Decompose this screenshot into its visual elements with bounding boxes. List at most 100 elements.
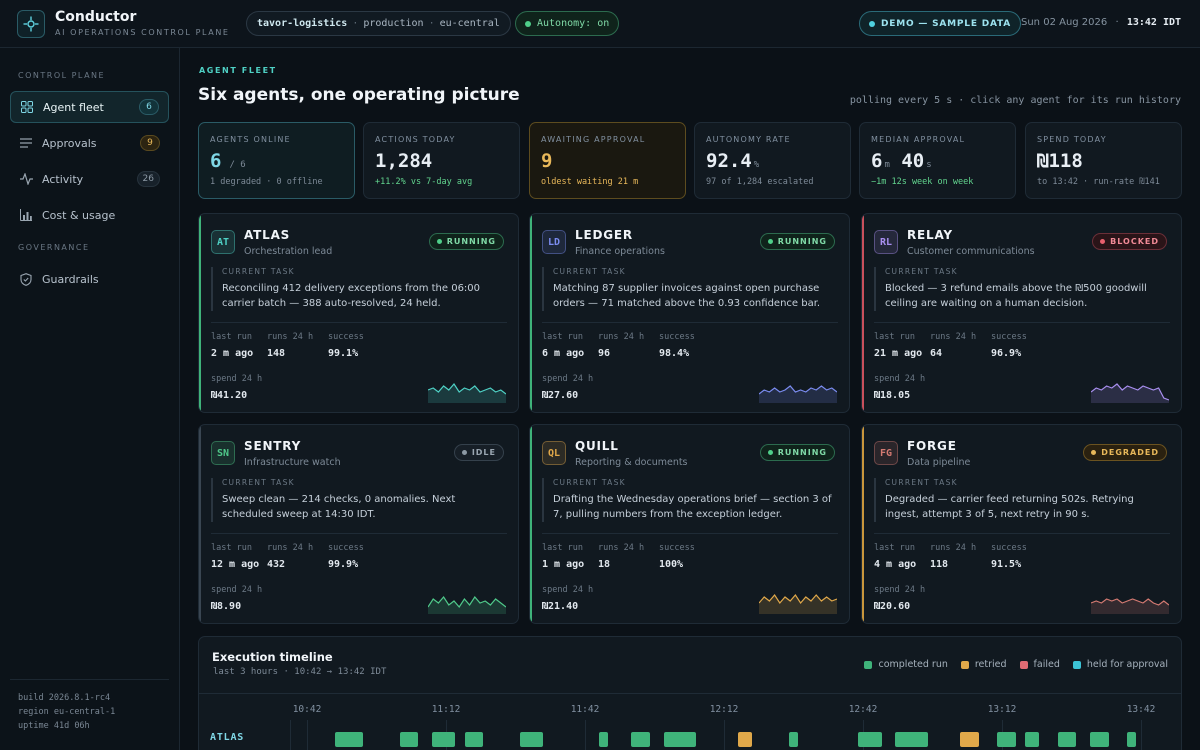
stat-value: ₪21.40: [542, 601, 579, 612]
current-task-label: CURRENT TASK: [553, 267, 626, 276]
demo-label: DEMO — SAMPLE DATA: [881, 18, 1012, 29]
stat-spend-24h: spend 24 h ₪27.60: [542, 374, 593, 401]
current-task-text: Matching 87 supplier invoices against op…: [553, 283, 821, 309]
stat-last-run: last run 21 m ago: [874, 332, 922, 359]
sidebar-item-label: Guardrails: [42, 272, 99, 286]
sidebar-item-approvals[interactable]: Approvals 9: [10, 127, 169, 159]
timeline-run-completed[interactable]: [631, 732, 650, 747]
kpi-value: 6: [871, 150, 883, 172]
sparkline-area: [1091, 599, 1169, 614]
agent-role: Customer communications: [907, 246, 1035, 257]
divider: [874, 322, 1170, 323]
stat-label: success: [991, 332, 1027, 342]
agent-name: SENTRY: [244, 439, 302, 453]
sidebar-item-label: Approvals: [42, 136, 97, 150]
status-dot-icon: [767, 239, 773, 244]
stat-value: 4 m ago: [874, 559, 917, 570]
kpi-sub: +11.2% vs 7-day avg: [375, 177, 473, 187]
timeline-run-completed[interactable]: [663, 732, 697, 747]
activity-sparkline: [428, 596, 506, 614]
status-label: RUNNING: [777, 448, 827, 457]
timeline-row-label[interactable]: ATLAS: [210, 732, 245, 743]
timeline-run-completed[interactable]: [464, 732, 484, 747]
status-accent-bar: [199, 214, 201, 412]
timeline-run-completed[interactable]: [1127, 732, 1137, 747]
timeline-run-completed[interactable]: [399, 732, 419, 747]
demo-dot-icon: [869, 20, 875, 27]
agent-card-relay[interactable]: RL RELAY Customer communications BLOCKED…: [861, 213, 1182, 413]
stat-value: 98.4%: [659, 348, 690, 359]
legend-item: failed: [1019, 659, 1060, 670]
stat-value: ₪20.60: [874, 601, 911, 612]
stat-value: ₪18.05: [874, 390, 911, 401]
kpi-unit: %: [753, 160, 760, 170]
agent-card-sentry[interactable]: SN SENTRY Infrastructure watch IDLE CURR…: [198, 424, 519, 624]
stat-spend-24h: spend 24 h ₪41.20: [211, 374, 262, 401]
stat-spend-24h: spend 24 h ₪18.05: [874, 374, 925, 401]
timeline-subtitle: last 3 hours · 10:42 → 13:42 IDT: [213, 667, 387, 677]
page-title: Six agents, one operating picture: [198, 85, 520, 105]
legend-label: completed run: [878, 659, 948, 670]
row-label-divider: [290, 720, 291, 750]
pulse-icon: [19, 172, 33, 186]
sidebar-item-guardrails[interactable]: Guardrails: [10, 263, 169, 295]
timeline-run-completed[interactable]: [334, 732, 363, 747]
timeline-run-completed[interactable]: [858, 732, 882, 747]
stat-runs-24h: runs 24 h 18: [598, 543, 644, 570]
status-label: DEGRADED: [1101, 448, 1159, 457]
timeline-run-completed[interactable]: [598, 732, 609, 747]
timeline-run-completed[interactable]: [997, 732, 1016, 747]
autonomy-toggle[interactable]: Autonomy: on: [515, 11, 620, 36]
env-name: production: [363, 18, 424, 29]
stat-label: runs 24 h: [267, 332, 314, 342]
agent-role: Finance operations: [575, 246, 665, 257]
sparkline-area: [428, 597, 506, 614]
timeline-run-retried[interactable]: [960, 732, 979, 747]
kpi-unit: / 6: [229, 160, 246, 170]
sidebar-item-activity[interactable]: Activity 26: [10, 163, 169, 195]
kpi-value: ₪118: [1037, 150, 1083, 172]
timeline-run-completed[interactable]: [432, 732, 456, 747]
sidebar-item-cost-usage[interactable]: Cost & usage: [10, 199, 169, 231]
divider: [874, 533, 1170, 534]
stat-label: success: [659, 543, 695, 553]
kpi-awaiting-approval[interactable]: AWAITING APPROVAL 9 oldest waiting 21 m: [529, 122, 686, 199]
sparkline-line: [1091, 598, 1169, 606]
kpi-label: AUTONOMY RATE: [706, 135, 791, 144]
stat-success: success 91.5%: [991, 543, 1027, 570]
status-badge: RUNNING: [759, 233, 835, 250]
org-name: tavor-logistics: [257, 18, 348, 29]
timeline-run-completed[interactable]: [1025, 732, 1040, 747]
timeline-run-completed[interactable]: [788, 732, 799, 747]
conductor-logo-icon: [17, 10, 45, 38]
agent-card-ledger[interactable]: LD LEDGER Finance operations RUNNING CUR…: [529, 213, 850, 413]
status-accent-bar: [199, 425, 201, 623]
timeline-run-completed[interactable]: [1057, 732, 1077, 747]
stat-spend-24h: spend 24 h ₪8.90: [211, 585, 262, 612]
time-tick-label: 13:42: [1126, 704, 1156, 715]
stat-value: 1 m ago: [542, 559, 585, 570]
timeline-run-retried[interactable]: [737, 732, 752, 747]
agent-name: QUILL: [575, 439, 619, 453]
time-gridline: [724, 720, 725, 750]
stat-value: 148: [267, 348, 286, 359]
timeline-run-completed[interactable]: [895, 732, 928, 747]
activity-sparkline: [1091, 383, 1169, 403]
clock-time: 13:42 IDT: [1126, 17, 1182, 28]
agent-card-forge[interactable]: FG FORGE Data pipeline DEGRADED CURRENT …: [861, 424, 1182, 624]
status-accent-bar: [862, 425, 864, 623]
activity-count-badge: 26: [136, 171, 160, 187]
sparkline-area: [759, 386, 837, 403]
environment-selector[interactable]: tavor-logistics · production · eu-centra…: [246, 11, 511, 36]
status-badge: BLOCKED: [1092, 233, 1167, 250]
sidebar-item-agent-fleet[interactable]: Agent fleet 6: [10, 91, 169, 123]
agent-card-quill[interactable]: QL QUILL Reporting & documents RUNNING C…: [529, 424, 850, 624]
autonomy-status-dot-icon: [525, 20, 531, 27]
timeline-run-completed[interactable]: [520, 732, 544, 747]
kpi-sub: 97 of 1,284 escalated: [706, 177, 814, 187]
stat-label: success: [659, 332, 695, 342]
current-task-text: Sweep clean — 214 checks, 0 anomalies. N…: [222, 494, 456, 520]
timeline-run-completed[interactable]: [1090, 732, 1109, 747]
agent-card-atlas[interactable]: AT ATLAS Orchestration lead RUNNING CURR…: [198, 213, 519, 413]
kpi-label: ACTIONS TODAY: [375, 135, 456, 144]
